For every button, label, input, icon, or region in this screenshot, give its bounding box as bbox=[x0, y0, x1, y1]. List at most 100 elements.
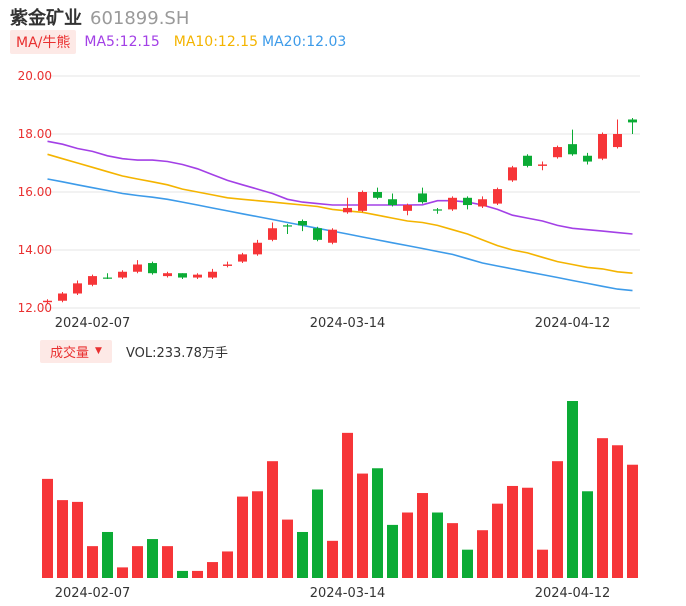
candle-body bbox=[268, 228, 277, 240]
volume-bar bbox=[552, 461, 563, 578]
candle-body bbox=[568, 144, 577, 155]
chevron-down-icon: ▼ bbox=[95, 346, 102, 356]
stock-code: 601899.SH bbox=[90, 8, 190, 29]
candle-body bbox=[298, 221, 307, 226]
volume-bar bbox=[522, 487, 533, 578]
candle-body bbox=[538, 164, 547, 166]
x-tick-label: 2024-02-07 bbox=[55, 316, 131, 331]
volume-bar bbox=[267, 461, 278, 578]
x-tick-label: 2024-03-14 bbox=[310, 586, 386, 601]
volume-bar bbox=[447, 523, 458, 578]
volume-bar bbox=[417, 493, 428, 578]
candle-body bbox=[493, 189, 502, 204]
volume-bar bbox=[297, 531, 308, 578]
volume-bar bbox=[627, 464, 638, 578]
ma5-line bbox=[47, 140, 633, 235]
candle-body bbox=[628, 119, 637, 123]
volume-bar bbox=[132, 546, 143, 578]
y-tick-label: 12.00 bbox=[18, 301, 52, 315]
volume-bar bbox=[342, 432, 353, 578]
x-tick-label: 2024-03-14 bbox=[310, 316, 386, 331]
volume-bar bbox=[462, 549, 473, 578]
candle-body bbox=[328, 229, 337, 243]
ma10-label: MA10:12.15 bbox=[173, 34, 259, 50]
ma10-line bbox=[47, 153, 633, 274]
volume-bar bbox=[222, 551, 233, 578]
volume-bar bbox=[102, 531, 113, 578]
candle-body bbox=[313, 228, 322, 240]
volume-bar bbox=[42, 478, 53, 578]
volume-bar bbox=[432, 512, 443, 578]
volume-bar bbox=[507, 485, 518, 578]
volume-bar bbox=[192, 570, 203, 578]
volume-bar bbox=[87, 546, 98, 578]
volume-bar bbox=[597, 438, 608, 578]
ma20-line bbox=[47, 178, 633, 292]
x-tick-label: 2024-04-12 bbox=[535, 586, 611, 601]
stock-name: 紫金矿业 bbox=[10, 8, 82, 29]
candle-body bbox=[583, 155, 592, 162]
candle-body bbox=[613, 134, 622, 148]
volume-bar bbox=[312, 489, 323, 578]
y-tick-label: 20.00 bbox=[18, 69, 52, 83]
candle-body bbox=[118, 271, 127, 278]
volume-bar bbox=[387, 524, 398, 578]
candle-body bbox=[163, 273, 172, 277]
volume-bar bbox=[117, 567, 128, 578]
candle-body bbox=[283, 225, 292, 227]
candle-body bbox=[463, 197, 472, 206]
volume-bar bbox=[162, 546, 173, 578]
candle-body bbox=[193, 274, 202, 278]
volume-bar bbox=[372, 468, 383, 578]
volume-value-label: VOL:233.78万手 bbox=[125, 345, 228, 361]
volume-bar bbox=[492, 503, 503, 578]
volume-bar bbox=[282, 519, 293, 578]
x-tick-label: 2024-04-12 bbox=[535, 316, 611, 331]
volume-bar bbox=[72, 501, 83, 578]
candle-body bbox=[508, 167, 517, 181]
candle-body bbox=[103, 277, 112, 279]
volume-bar bbox=[537, 549, 548, 578]
volume-bar bbox=[177, 570, 188, 578]
candle-body bbox=[178, 273, 187, 278]
candle-body bbox=[523, 155, 532, 166]
candle-body bbox=[598, 134, 607, 159]
candle-body bbox=[358, 192, 367, 211]
volume-bar bbox=[477, 530, 488, 578]
volume-bar bbox=[147, 539, 158, 578]
volume-bar bbox=[402, 512, 413, 578]
x-tick-label: 2024-02-07 bbox=[55, 586, 131, 601]
title-row: 紫金矿业 601899.SH bbox=[10, 4, 190, 29]
candle-body bbox=[223, 264, 232, 266]
candle-body bbox=[253, 242, 262, 255]
candle-body bbox=[88, 276, 97, 285]
ma-legend-row: MA/牛熊 MA5:12.15 MA10:12.15 MA20:12.03 bbox=[10, 30, 346, 54]
volume-bar bbox=[327, 540, 338, 578]
candle-body bbox=[73, 283, 82, 294]
candle-body bbox=[403, 205, 412, 211]
volume-bar bbox=[207, 562, 218, 578]
volume-bar bbox=[567, 401, 578, 578]
candle-body bbox=[373, 192, 382, 198]
ma-indicator-tab[interactable]: MA/牛熊 bbox=[10, 30, 77, 54]
volume-bar bbox=[357, 473, 368, 578]
candle-body bbox=[433, 209, 442, 211]
volume-bar bbox=[252, 491, 263, 578]
candle-body bbox=[553, 147, 562, 158]
candle-body bbox=[448, 197, 457, 210]
volume-legend-row: 成交量 ▼ VOL:233.78万手 bbox=[40, 339, 228, 363]
volume-chart: 2024-02-07 2024-03-14 2024-04-12 bbox=[42, 401, 638, 601]
y-tick-label: 16.00 bbox=[18, 185, 52, 199]
volume-bar bbox=[612, 445, 623, 578]
volume-tab-label: 成交量 bbox=[50, 345, 90, 361]
volume-bar bbox=[237, 496, 248, 578]
ma5-label: MA5:12.15 bbox=[84, 34, 160, 50]
candle-body bbox=[478, 199, 487, 207]
volume-indicator-tab[interactable]: 成交量 ▼ bbox=[40, 339, 112, 363]
y-tick-label: 14.00 bbox=[18, 243, 52, 257]
volume-bar bbox=[57, 500, 68, 578]
candle-body bbox=[388, 199, 397, 206]
candle-body bbox=[343, 207, 352, 213]
volume-bar bbox=[582, 491, 593, 578]
